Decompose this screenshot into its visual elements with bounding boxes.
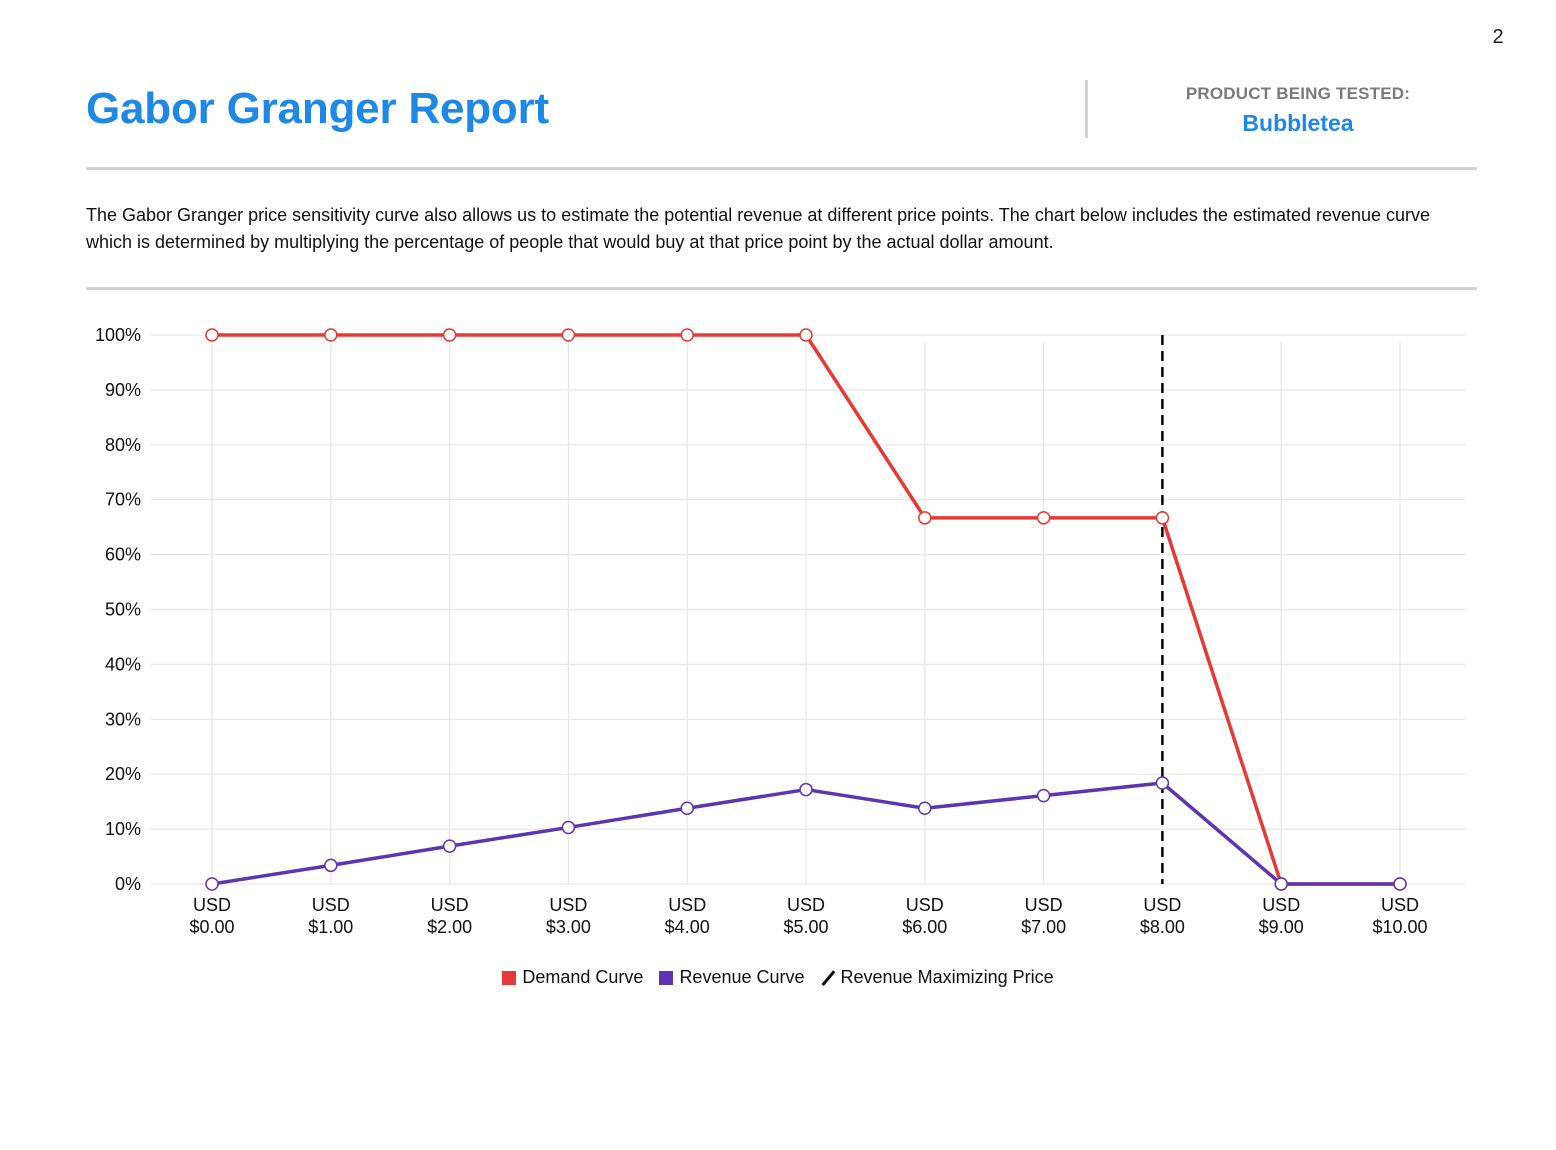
data-point-demand — [324, 328, 338, 342]
product-label: PRODUCT BEING TESTED: — [1185, 84, 1411, 103]
legend-dash-icon — [821, 970, 835, 986]
legend-item-max-price[interactable]: Revenue Maximizing Price — [821, 967, 1054, 988]
data-point-revenue — [1036, 788, 1051, 803]
x-tick-label: USD $2.00 — [427, 895, 472, 937]
data-point-revenue — [324, 858, 338, 873]
legend-label-demand: Demand Curve — [522, 967, 644, 987]
header-rule — [86, 167, 1477, 170]
y-tick-label: 70% — [105, 490, 141, 510]
x-tick-label: USD $0.00 — [189, 895, 234, 937]
legend-label-max-price: Revenue Maximizing Price — [840, 967, 1054, 987]
header-divider — [1085, 80, 1088, 138]
legend-label-revenue: Revenue Curve — [679, 967, 805, 987]
chart-legend: Demand Curve Revenue Curve Revenue Maxim… — [0, 967, 1556, 988]
description-rule — [86, 287, 1477, 290]
report-description: The Gabor Granger price sensitivity curv… — [86, 205, 1431, 252]
x-tick-label: USD $1.00 — [308, 895, 353, 937]
y-tick-label: 50% — [105, 600, 141, 620]
y-tick-label: 20% — [105, 764, 141, 784]
product-name: Bubbletea — [1242, 110, 1354, 136]
x-tick-label: USD $5.00 — [783, 895, 828, 937]
data-point-revenue — [799, 782, 813, 797]
x-tick-label: USD $10.00 — [1372, 895, 1427, 937]
data-point-revenue — [561, 820, 576, 835]
legend-item-revenue[interactable]: Revenue Curve — [659, 967, 805, 988]
y-tick-label: 0% — [115, 874, 141, 894]
x-tick-label: USD $8.00 — [1140, 895, 1185, 937]
x-tick-label: USD $4.00 — [665, 895, 710, 937]
product-block: PRODUCT BEING TESTED: Bubbletea — [1128, 84, 1468, 137]
data-point-demand — [1155, 511, 1170, 525]
page-number: 2 — [1492, 26, 1504, 48]
data-point-demand — [561, 328, 576, 342]
data-point-revenue — [1155, 776, 1170, 790]
data-point-revenue — [442, 839, 457, 853]
legend-item-demand[interactable]: Demand Curve — [502, 967, 643, 988]
y-tick-label: 10% — [105, 819, 141, 839]
data-point-demand — [680, 328, 694, 342]
data-point-revenue — [918, 801, 932, 815]
data-point-revenue — [1393, 877, 1407, 891]
y-tick-label: 80% — [105, 435, 141, 455]
y-tick-label: 90% — [105, 380, 141, 400]
data-point-revenue — [1274, 877, 1288, 891]
data-point-demand — [799, 328, 813, 342]
legend-swatch-demand — [502, 970, 517, 985]
data-point-demand — [442, 328, 457, 342]
x-tick-label: USD $9.00 — [1259, 895, 1304, 937]
data-point-revenue — [205, 877, 219, 891]
data-point-demand — [918, 511, 932, 525]
x-tick-label: USD $6.00 — [902, 895, 947, 937]
x-tick-label: USD $3.00 — [546, 895, 591, 937]
y-tick-label: 30% — [105, 709, 141, 729]
y-tick-label: 100% — [95, 325, 141, 345]
legend-swatch-revenue — [659, 970, 674, 985]
data-point-demand — [1036, 511, 1051, 525]
y-tick-label: 40% — [105, 654, 141, 674]
report-title: Gabor Granger Report — [86, 84, 549, 133]
data-point-demand — [205, 328, 219, 342]
y-tick-label: 60% — [105, 545, 141, 565]
x-tick-label: USD $7.00 — [1021, 895, 1066, 937]
data-point-revenue — [680, 801, 694, 815]
